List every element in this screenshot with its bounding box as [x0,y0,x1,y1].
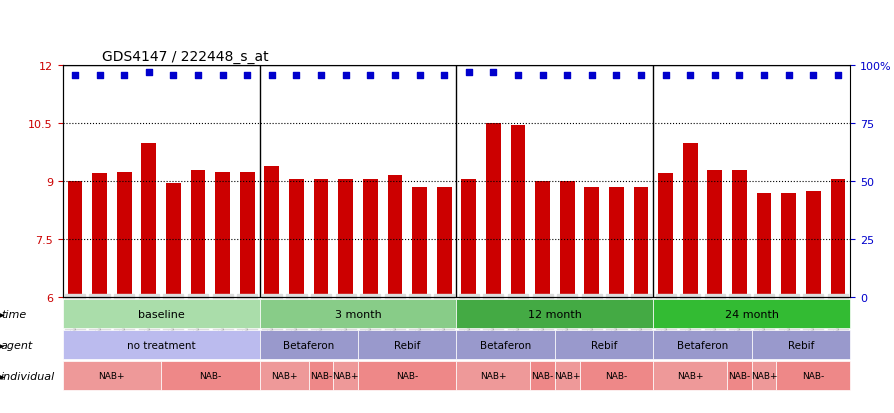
Point [92,72,106,78]
Point [510,72,525,78]
Text: GDS4147 / 222448_s_at: GDS4147 / 222448_s_at [102,50,268,64]
Text: NAB+: NAB+ [332,371,358,380]
Text: NAB+: NAB+ [750,371,777,380]
Text: ■: ■ [63,411,73,413]
Point [117,72,131,78]
Point [412,72,426,78]
Point [560,72,574,78]
Bar [387,176,402,297]
Bar [92,174,107,297]
Point [658,72,672,78]
Text: NAB-: NAB- [604,371,627,380]
Bar [265,166,279,297]
Point [682,72,696,78]
Text: NAB-: NAB- [396,371,417,380]
Text: NAB-: NAB- [728,371,750,380]
Point [363,72,377,78]
Bar [830,180,844,297]
Bar [682,143,697,297]
Bar [535,182,549,297]
Text: Betaferon: Betaferon [479,340,531,350]
Bar [436,188,451,297]
Point [830,72,844,78]
Text: NAB+: NAB+ [98,371,125,380]
Point [461,70,476,76]
Text: NAB-: NAB- [309,371,332,380]
Text: 3 month: 3 month [334,309,381,319]
Bar [240,172,254,297]
Point [387,72,401,78]
Bar [68,182,82,297]
Text: baseline: baseline [138,309,184,319]
Bar [608,188,623,297]
Text: Rebif: Rebif [590,340,617,350]
Bar [116,172,131,297]
Text: NAB-: NAB- [531,371,553,380]
Point [780,72,795,78]
Bar [289,180,304,297]
Text: NAB-: NAB- [801,371,823,380]
Bar [461,180,476,297]
Text: NAB+: NAB+ [479,371,506,380]
Point [215,72,230,78]
Point [535,72,549,78]
Bar [485,124,501,297]
Text: time ▶: time ▶ [0,309,4,319]
Bar [560,182,574,297]
Text: agent: agent [1,340,33,350]
Point [68,72,82,78]
Point [338,72,352,78]
Bar [584,188,599,297]
Point [265,72,279,78]
Text: NAB+: NAB+ [271,371,297,380]
Point [190,72,205,78]
Bar [510,126,525,297]
Text: Rebif: Rebif [393,340,420,350]
Point [485,70,500,76]
Bar [633,188,647,297]
Text: 24 month: 24 month [724,309,778,319]
Bar [313,180,328,297]
Text: individual ▶: individual ▶ [0,371,4,381]
Text: NAB+: NAB+ [553,371,580,380]
Text: Rebif: Rebif [787,340,814,350]
Bar [190,170,206,297]
Bar [363,180,377,297]
Text: Betaferon: Betaferon [676,340,728,350]
Bar [411,188,426,297]
Point [141,70,156,76]
Bar [215,172,230,297]
Text: NAB-: NAB- [199,371,221,380]
Text: time: time [1,309,26,319]
Bar [338,180,352,297]
Bar [706,170,721,297]
Bar [731,170,746,297]
Point [436,72,451,78]
Point [609,72,623,78]
Text: NAB+: NAB+ [676,371,703,380]
Point [584,72,598,78]
Point [633,72,647,78]
Bar [658,174,672,297]
Point [314,72,328,78]
Point [289,72,303,78]
Bar [141,143,156,297]
Bar [166,184,181,297]
Point [240,72,254,78]
Text: individual: individual [1,371,55,381]
Point [805,72,820,78]
Text: Betaferon: Betaferon [283,340,334,350]
Point [166,72,181,78]
Point [707,72,721,78]
Point [731,72,746,78]
Text: no treatment: no treatment [127,340,195,350]
Bar [780,193,796,297]
Bar [755,193,771,297]
Text: agent ▶: agent ▶ [0,340,4,350]
Point [756,72,771,78]
Bar [805,191,820,297]
Text: 12 month: 12 month [527,309,581,319]
